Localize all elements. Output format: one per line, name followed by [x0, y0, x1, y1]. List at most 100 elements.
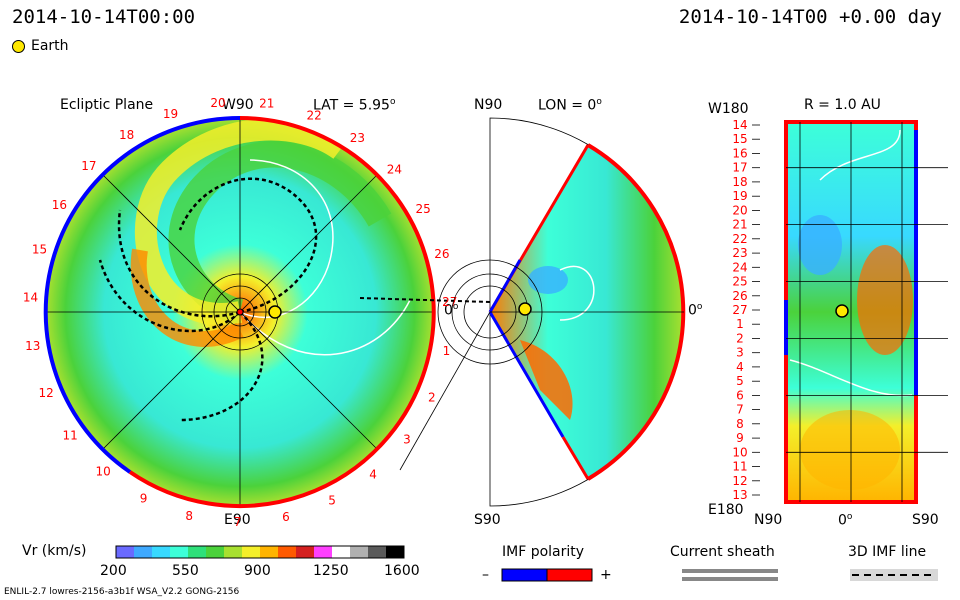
- imf-positive-swatch: [546, 568, 593, 582]
- meridional-top-label: N90: [474, 97, 503, 113]
- colorbar-swatch: [350, 546, 369, 558]
- colorbar-tick-550: 550: [172, 563, 199, 579]
- colorbar-tick-1250: 1250: [313, 563, 349, 579]
- carrington-tick-label: 3: [403, 432, 411, 446]
- ecliptic-plane-plot: 20 21222324252627123456789101112131415161…: [23, 96, 491, 529]
- ecliptic-spiral-structure: [98, 118, 411, 422]
- lonlat-row-label: 26: [732, 289, 747, 303]
- imf-negative-swatch: [501, 568, 548, 582]
- carrington-tick-label: 21: [259, 97, 274, 111]
- lonlat-row-label: 12: [732, 474, 747, 488]
- colorbar-tick-200: 200: [100, 563, 127, 579]
- carrington-tick-label: 8: [185, 509, 193, 523]
- ecliptic-lat-label: LAT = 5.95o: [313, 97, 396, 114]
- carrington-tick-label: 13: [25, 339, 40, 353]
- ecliptic-title: Ecliptic Plane: [60, 97, 154, 113]
- carrington-tick-label: 24: [387, 163, 402, 177]
- lonlat-plot: 1415161718192021222324252627123456789101…: [732, 118, 948, 504]
- lonlat-row-label: 13: [732, 488, 747, 502]
- lonlat-bottom-left-label: E180: [708, 502, 744, 518]
- carrington-tick-label: 7: [234, 515, 242, 529]
- lonlat-row-label: 9: [736, 431, 744, 445]
- earth-legend: Earth: [12, 38, 69, 54]
- lonlat-row-label: 19: [732, 189, 747, 203]
- lonlat-row-label: 17: [732, 161, 747, 175]
- colorbar-swatch: [224, 546, 243, 558]
- imf-line-label: 3D IMF line: [848, 544, 927, 560]
- lonlat-grid: [786, 167, 948, 453]
- timestamp-right: 2014-10-14T00 +0.00 day: [678, 6, 942, 28]
- meridional-lon-label: LON = 0o: [538, 97, 602, 114]
- meridional-bottom-label: S90: [474, 512, 501, 528]
- carrington-tick-label: 9: [140, 492, 148, 506]
- lonlat-r-label: R = 1.0 AU: [804, 97, 881, 113]
- sun-icon: [236, 308, 244, 316]
- lonlat-row-label: 20: [732, 203, 747, 217]
- earth-lonlat-icon: [835, 304, 849, 318]
- imf-line-swatch: [850, 569, 938, 581]
- lonlat-row-label: 8: [736, 417, 744, 431]
- timestamp-left: 2014-10-14T00:00: [12, 6, 196, 28]
- imf-plus-sign: +: [600, 567, 612, 583]
- carrington-tick-label: 19: [163, 107, 178, 121]
- colorbar-swatch: [242, 546, 261, 558]
- carrington-tick-label: 11: [62, 428, 77, 442]
- lonlat-bottom-zero: 0o: [838, 512, 853, 529]
- imf-polarity-legend: [501, 568, 593, 582]
- imf-minus-sign: –: [482, 567, 489, 583]
- colorbar-tick-1600: 1600: [384, 563, 420, 579]
- colorbar-swatch: [188, 546, 207, 558]
- carrington-tick-label: 14: [23, 290, 38, 304]
- carrington-tick-label: 6: [282, 510, 290, 524]
- carrington-tick-label: 27: [442, 295, 457, 309]
- carrington-tick-label: 15: [32, 242, 47, 256]
- meridional-right-label: 0o: [688, 302, 703, 319]
- current-sheath-swatch: [682, 569, 778, 581]
- model-footer: ENLIL-2.7 lowres-2156-a3b1f WSA_V2.2 GON…: [4, 587, 240, 597]
- colorbar-label: Vr (km/s): [22, 543, 87, 559]
- carrington-tick-label: 23: [350, 131, 365, 145]
- lonlat-row-label: 4: [736, 360, 744, 374]
- colorbar-swatch: [206, 546, 225, 558]
- colorbar-swatch: [170, 546, 189, 558]
- carrington-tick-label: 17: [81, 159, 96, 173]
- colorbar-swatch: [386, 546, 405, 558]
- lonlat-row-label: 7: [736, 403, 744, 417]
- carrington-tick-label: 12: [39, 386, 54, 400]
- lonlat-row-label: 2: [736, 332, 744, 346]
- velocity-colorbar: [115, 545, 405, 559]
- lonlat-row-label: 22: [732, 232, 747, 246]
- earth-icon: [268, 305, 282, 319]
- lonlat-row-labels: 1415161718192021222324252627123456789101…: [732, 118, 760, 502]
- lonlat-bottom-n90: N90: [754, 512, 783, 528]
- meridional-plot: [399, 117, 686, 507]
- lonlat-row-label: 16: [732, 147, 747, 161]
- carrington-tick-label: 4: [369, 467, 377, 481]
- lonlat-row-label: 14: [732, 118, 747, 132]
- lonlat-row-label: 5: [736, 374, 744, 388]
- imf-polarity-label: IMF polarity: [502, 544, 585, 560]
- earth-marker-icon: [12, 39, 25, 53]
- colorbar-swatch: [314, 546, 333, 558]
- ecliptic-right-label: 0o: [444, 302, 459, 319]
- carrington-tick-label: 1: [443, 344, 451, 358]
- carrington-tick-label: 22: [306, 109, 321, 123]
- lonlat-row-label: 27: [732, 303, 747, 317]
- lonlat-row-label: 18: [732, 175, 747, 189]
- lonlat-row-label: 3: [736, 346, 744, 360]
- carrington-tick-label: 26: [434, 247, 449, 261]
- colorbar-swatch: [116, 546, 135, 558]
- colorbar-swatch: [368, 546, 387, 558]
- carrington-tick-label: 25: [415, 202, 430, 216]
- lonlat-row-label: 25: [732, 275, 747, 289]
- lonlat-row-label: 1: [736, 317, 744, 331]
- earth-legend-label: Earth: [31, 38, 69, 54]
- lonlat-row-label: 24: [732, 260, 747, 274]
- colorbar-tick-900: 900: [244, 563, 271, 579]
- colorbar-swatch: [260, 546, 279, 558]
- colorbar-swatch: [152, 546, 171, 558]
- lonlat-row-label: 6: [736, 388, 744, 402]
- carrington-tick-label: 10: [96, 464, 111, 478]
- ecliptic-top-label: W90: [222, 97, 254, 113]
